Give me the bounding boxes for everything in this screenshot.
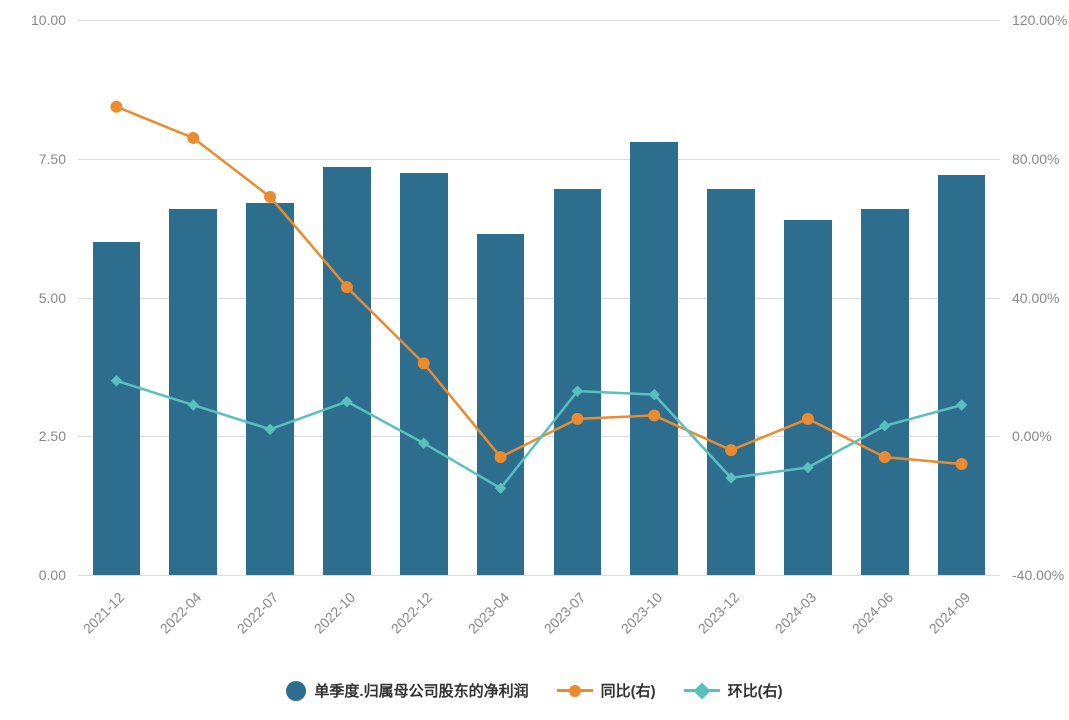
bar <box>707 189 755 575</box>
x-tick-label: 2022-07 <box>234 589 282 637</box>
y-left-tick-label: 5.00 <box>0 290 66 306</box>
y-right-tick-label: -40.00% <box>1012 567 1064 583</box>
x-tick-label: 2023-07 <box>541 589 589 637</box>
legend-item[interactable]: 环比(右) <box>684 680 783 701</box>
series-line <box>116 381 961 489</box>
legend-item[interactable]: 同比(右) <box>557 680 656 701</box>
x-tick-label: 2022-10 <box>311 589 359 637</box>
legend: 单季度.归属母公司股东的净利润 同比(右) 环比(右) <box>0 680 1069 701</box>
bar <box>169 209 217 575</box>
legend-label: 环比(右) <box>728 680 783 701</box>
bar <box>246 203 294 575</box>
bar <box>784 220 832 575</box>
y-left-tick-label: 0.00 <box>0 567 66 583</box>
gridline <box>78 159 1000 160</box>
legend-label: 同比(右) <box>601 680 656 701</box>
bar <box>554 189 602 575</box>
y-right-tick-label: 120.00% <box>1012 12 1067 28</box>
y-right-tick-label: 0.00% <box>1012 428 1052 444</box>
gridline <box>78 20 1000 21</box>
bar <box>323 167 371 575</box>
legend-swatch-line <box>557 685 593 697</box>
x-tick-label: 2023-12 <box>695 589 743 637</box>
series-line <box>116 107 961 464</box>
y-left-tick-label: 2.50 <box>0 428 66 444</box>
x-tick-label: 2023-04 <box>464 589 512 637</box>
y-right-tick-label: 80.00% <box>1012 151 1059 167</box>
legend-swatch-dot <box>286 681 306 701</box>
bar <box>861 209 909 575</box>
bar <box>938 175 986 575</box>
legend-label: 单季度.归属母公司股东的净利润 <box>314 680 528 701</box>
y-right-tick-label: 40.00% <box>1012 290 1059 306</box>
x-tick-label: 2024-09 <box>925 589 973 637</box>
y-left-tick-label: 7.50 <box>0 151 66 167</box>
bar <box>400 173 448 575</box>
gridline <box>78 575 1000 576</box>
bar <box>93 242 141 575</box>
legend-item[interactable]: 单季度.归属母公司股东的净利润 <box>286 680 528 701</box>
series-marker <box>111 101 122 112</box>
bar <box>630 142 678 575</box>
chart-container: 单季度.归属母公司股东的净利润 同比(右) 环比(右) 0.00 2.50 5.00 7.… <box>0 0 1069 720</box>
x-tick-label: 2023-10 <box>618 589 666 637</box>
x-tick-label: 2024-03 <box>772 589 820 637</box>
series-marker <box>265 191 276 202</box>
x-tick-label: 2022-04 <box>157 589 205 637</box>
y-left-tick-label: 10.00 <box>0 12 66 28</box>
legend-swatch-line <box>684 685 720 697</box>
x-tick-label: 2024-06 <box>848 589 896 637</box>
x-tick-label: 2021-12 <box>80 589 128 637</box>
plot-area <box>78 20 1000 575</box>
series-marker <box>188 132 199 143</box>
x-tick-label: 2022-12 <box>387 589 435 637</box>
bar <box>477 234 525 575</box>
